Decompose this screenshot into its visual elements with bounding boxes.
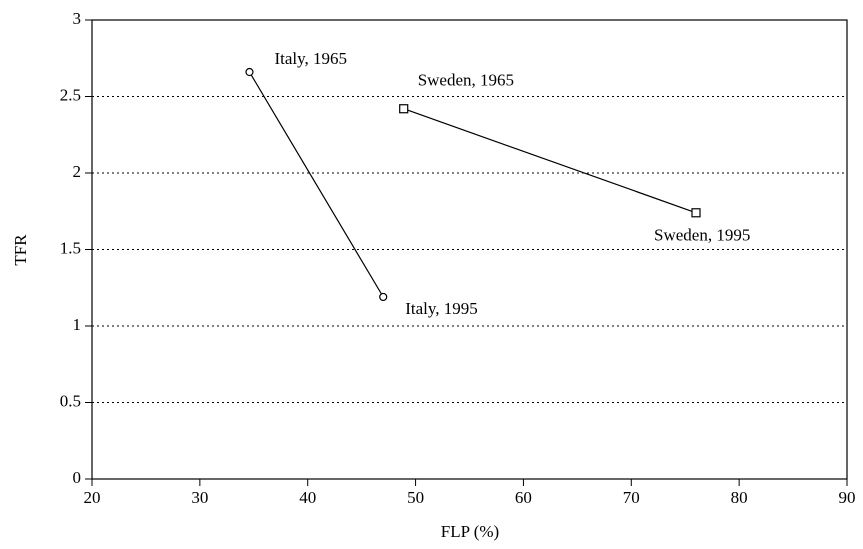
point-marker [691,208,701,218]
x-tick-label: 80 [731,488,748,507]
series-line [248,71,384,298]
x-tick-label: 90 [839,488,856,507]
x-axis-title: FLP (%) [441,522,499,541]
y-tick-label: 2 [73,162,82,181]
y-tick-label: 1.5 [60,238,81,257]
series-line [403,108,697,214]
y-tick-label: 0 [73,468,82,487]
x-tick-label: 50 [407,488,424,507]
x-tick-label: 60 [515,488,532,507]
plot-frame [91,19,848,480]
point-label: Italy, 1995 [405,299,478,318]
point-label: Sweden, 1995 [654,226,750,245]
y-tick-label: 1 [73,315,82,334]
point-marker [399,104,409,114]
point-marker [245,67,254,77]
y-axis-title: TFR [11,234,30,266]
y-tick-label: 0.5 [60,391,81,410]
x-tick-label: 40 [299,488,316,507]
x-tick-label: 30 [191,488,208,507]
point-label: Sweden, 1965 [418,71,514,90]
x-tick-label: 20 [84,488,101,507]
y-tick-label: 2.5 [60,85,81,104]
x-tick-label: 70 [623,488,640,507]
point-label: Italy, 1965 [274,49,347,68]
y-tick-label: 3 [73,9,82,28]
point-marker [379,292,388,302]
